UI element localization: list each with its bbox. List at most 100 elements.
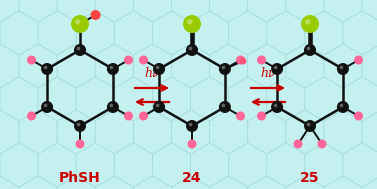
Polygon shape — [57, 44, 95, 88]
Circle shape — [74, 44, 86, 56]
Circle shape — [71, 15, 89, 33]
Polygon shape — [95, 44, 133, 88]
Circle shape — [219, 63, 231, 75]
Circle shape — [153, 101, 165, 113]
Polygon shape — [362, 176, 377, 189]
Circle shape — [187, 19, 192, 24]
Polygon shape — [133, 176, 172, 189]
Circle shape — [77, 47, 80, 50]
Circle shape — [354, 112, 363, 121]
Circle shape — [337, 63, 349, 75]
Polygon shape — [305, 77, 343, 121]
Polygon shape — [95, 0, 133, 22]
Circle shape — [187, 139, 196, 149]
Polygon shape — [305, 143, 343, 187]
Polygon shape — [57, 110, 95, 154]
Circle shape — [110, 104, 113, 107]
Polygon shape — [228, 143, 267, 187]
Polygon shape — [152, 77, 190, 121]
Polygon shape — [133, 44, 172, 88]
Circle shape — [77, 123, 80, 126]
Polygon shape — [248, 176, 286, 189]
Polygon shape — [210, 0, 248, 22]
Polygon shape — [286, 110, 324, 154]
Polygon shape — [19, 44, 57, 88]
Circle shape — [183, 15, 201, 33]
Polygon shape — [362, 0, 377, 22]
Text: PhSH: PhSH — [59, 171, 101, 185]
Polygon shape — [114, 77, 152, 121]
Polygon shape — [19, 0, 57, 22]
Polygon shape — [0, 176, 19, 189]
Polygon shape — [95, 176, 133, 189]
Polygon shape — [228, 11, 267, 55]
Circle shape — [307, 47, 310, 50]
Circle shape — [304, 120, 316, 132]
Polygon shape — [57, 176, 95, 189]
Polygon shape — [324, 0, 362, 22]
Circle shape — [41, 101, 53, 113]
Polygon shape — [324, 44, 362, 88]
Circle shape — [239, 57, 247, 64]
Circle shape — [189, 47, 192, 50]
Circle shape — [257, 112, 266, 121]
Polygon shape — [305, 11, 343, 55]
Circle shape — [139, 112, 148, 121]
Polygon shape — [210, 110, 248, 154]
Polygon shape — [267, 143, 305, 187]
Polygon shape — [324, 110, 362, 154]
Text: 24: 24 — [182, 171, 202, 185]
Circle shape — [222, 66, 225, 69]
Polygon shape — [76, 11, 114, 55]
Circle shape — [340, 104, 343, 107]
Polygon shape — [133, 0, 172, 22]
Circle shape — [27, 56, 36, 64]
Circle shape — [274, 104, 277, 107]
Polygon shape — [286, 176, 324, 189]
Text: hν: hν — [260, 67, 276, 80]
Circle shape — [317, 139, 326, 149]
Polygon shape — [0, 143, 38, 187]
Circle shape — [271, 101, 283, 113]
Polygon shape — [38, 11, 76, 55]
Circle shape — [44, 66, 48, 69]
Polygon shape — [267, 77, 305, 121]
Polygon shape — [152, 143, 190, 187]
Polygon shape — [228, 77, 267, 121]
Circle shape — [236, 112, 245, 121]
Polygon shape — [133, 110, 172, 154]
Polygon shape — [324, 176, 362, 189]
Polygon shape — [362, 44, 377, 88]
Polygon shape — [210, 176, 248, 189]
Circle shape — [156, 104, 159, 107]
Circle shape — [340, 66, 343, 69]
Polygon shape — [76, 77, 114, 121]
Polygon shape — [152, 11, 190, 55]
Polygon shape — [343, 11, 377, 55]
Polygon shape — [19, 176, 57, 189]
Circle shape — [186, 44, 198, 56]
Polygon shape — [0, 0, 19, 22]
Circle shape — [153, 63, 165, 75]
Circle shape — [124, 56, 133, 64]
Polygon shape — [76, 143, 114, 187]
Circle shape — [222, 104, 225, 107]
Polygon shape — [57, 0, 95, 22]
Circle shape — [294, 139, 302, 149]
Polygon shape — [267, 11, 305, 55]
Circle shape — [75, 19, 80, 24]
Circle shape — [304, 44, 316, 56]
Polygon shape — [0, 77, 38, 121]
Polygon shape — [114, 143, 152, 187]
Polygon shape — [172, 176, 210, 189]
Circle shape — [44, 104, 48, 107]
Circle shape — [110, 66, 113, 69]
Circle shape — [124, 112, 133, 121]
Polygon shape — [172, 44, 210, 88]
Polygon shape — [95, 110, 133, 154]
Text: 25: 25 — [300, 171, 320, 185]
Polygon shape — [0, 110, 19, 154]
Circle shape — [305, 19, 310, 24]
Circle shape — [27, 112, 36, 121]
Circle shape — [271, 63, 283, 75]
